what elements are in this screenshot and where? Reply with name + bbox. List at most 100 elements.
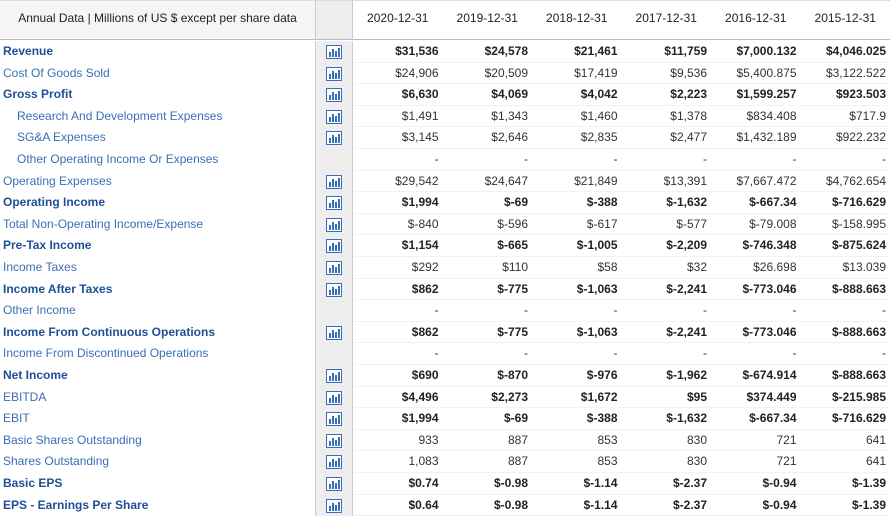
value-cell: $-1.14 (532, 495, 622, 516)
value-cell: 721 (711, 430, 801, 452)
row-label: Income From Continuous Operations (3, 324, 216, 339)
icon-cell[interactable] (315, 321, 353, 344)
icon-cell[interactable] (315, 127, 353, 149)
value-cell: $-0.94 (711, 495, 801, 516)
chart-icon[interactable] (326, 45, 342, 59)
value-cell: $7,667.472 (711, 171, 801, 193)
value-cell: $-1.14 (532, 473, 622, 495)
value-cell: $-870 (442, 365, 532, 387)
row-label: Operating Expenses (3, 173, 112, 188)
value-cell: - (621, 343, 711, 365)
chart-icon[interactable] (326, 412, 342, 427)
value-cell: $24,906 (353, 63, 443, 85)
chart-icon[interactable] (326, 282, 342, 297)
chart-icon[interactable] (326, 261, 342, 275)
value-cell: $2,835 (532, 127, 622, 149)
value-cell: $834.408 (711, 106, 801, 128)
value-cell: 721 (711, 451, 801, 473)
chart-icon[interactable] (326, 369, 342, 383)
icon-cell[interactable] (315, 386, 353, 409)
icon-cell[interactable] (315, 278, 353, 301)
value-cell: $-2.37 (621, 495, 711, 516)
icon-cell[interactable] (315, 235, 353, 257)
icon-cell[interactable] (315, 213, 353, 236)
icon-cell[interactable] (315, 429, 353, 452)
value-cell: $-1,962 (621, 365, 711, 387)
value-cell: 887 (442, 451, 532, 473)
chart-icon[interactable] (326, 174, 342, 189)
value-cell: $-1,005 (532, 235, 622, 257)
chart-icon[interactable] (326, 390, 342, 405)
row-label: Basic EPS (3, 476, 63, 490)
chart-icon[interactable] (326, 498, 342, 513)
value-cell: $6,630 (353, 84, 443, 106)
chart-icon[interactable] (326, 325, 342, 340)
chart-icon[interactable] (326, 477, 342, 491)
value-cell: 853 (532, 451, 622, 473)
value-cell: $110 (442, 257, 532, 279)
value-cell: $4,046.025 (800, 41, 890, 63)
value-cell: $-1,632 (621, 192, 711, 214)
value-cell: $-0.94 (711, 473, 801, 495)
icon-cell[interactable] (315, 105, 353, 128)
value-cell: $2,477 (621, 127, 711, 149)
value-cell: $374.449 (711, 387, 801, 409)
row-label: Basic Shares Outstanding (3, 432, 142, 447)
column-header: 2015-12-31 (800, 0, 890, 40)
value-cell: - (532, 149, 622, 171)
value-cell: $4,496 (353, 387, 443, 409)
icon-cell[interactable] (315, 473, 353, 495)
value-cell: $3,145 (353, 127, 443, 149)
value-cell: - (711, 300, 801, 322)
value-cell: $31,536 (353, 41, 443, 63)
value-cell: $24,647 (442, 171, 532, 193)
icon-cell[interactable] (315, 365, 353, 387)
value-cell: $-888.663 (800, 365, 890, 387)
value-cell: $4,762.654 (800, 171, 890, 193)
row-label: Pre-Tax Income (3, 238, 92, 253)
icon-cell[interactable] (315, 257, 353, 279)
icon-cell[interactable] (315, 170, 353, 193)
value-cell: $-215.985 (800, 387, 890, 409)
value-cell: 830 (621, 451, 711, 473)
value-cell: - (800, 300, 890, 322)
value-cell: $13,391 (621, 171, 711, 193)
chart-icon[interactable] (326, 239, 342, 254)
column-header: 2016-12-31 (711, 0, 801, 40)
icon-cell[interactable] (315, 451, 353, 473)
value-cell: $1,599.257 (711, 84, 801, 106)
chart-icon[interactable] (326, 433, 342, 448)
value-cell: $2,646 (442, 127, 532, 149)
value-cell: $21,849 (532, 171, 622, 193)
chart-icon[interactable] (326, 66, 342, 81)
value-cell: $1,378 (621, 106, 711, 128)
row-label: Net Income (3, 368, 68, 382)
chart-icon[interactable] (326, 455, 342, 470)
value-cell: - (711, 343, 801, 365)
icon-cell[interactable] (315, 192, 353, 214)
value-cell: $-775 (442, 322, 532, 344)
icon-cell[interactable] (315, 494, 353, 516)
icon-cell[interactable] (315, 408, 353, 430)
column-header: 2020-12-31 (353, 0, 443, 40)
value-cell: $95 (621, 387, 711, 409)
chart-icon[interactable] (326, 109, 342, 124)
row-label: Research And Development Expenses (17, 108, 223, 123)
value-cell: $-976 (532, 365, 622, 387)
icon-cell[interactable] (315, 41, 353, 63)
value-cell: - (442, 149, 532, 171)
column-header: 2019-12-31 (442, 0, 532, 40)
value-cell: $0.74 (353, 473, 443, 495)
icon-cell[interactable] (315, 84, 353, 106)
chart-icon[interactable] (326, 88, 342, 103)
value-cell: $-1.39 (800, 495, 890, 516)
chart-icon[interactable] (326, 217, 342, 232)
header-icon-cell (315, 0, 353, 40)
row-label: Income Taxes (3, 260, 77, 274)
row-label: Other Income (3, 303, 76, 318)
icon-cell[interactable] (315, 62, 353, 85)
chart-icon[interactable] (326, 196, 342, 211)
chart-icon[interactable] (326, 131, 342, 146)
value-cell: $1,994 (353, 192, 443, 214)
